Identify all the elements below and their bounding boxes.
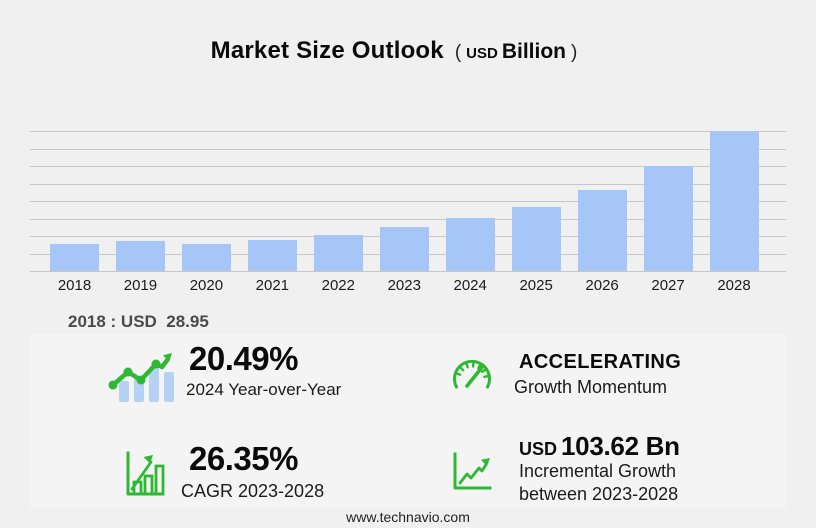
bar-2018 (50, 243, 99, 271)
x-tick-label-2022: 2022 (321, 277, 355, 294)
bar-2020 (181, 243, 231, 271)
x-tick-label-2026: 2026 (585, 277, 619, 294)
bar-2027 (643, 165, 693, 271)
x-tick-label-2024: 2024 (453, 277, 487, 294)
first-year-value-note: 2018 : USD 28.95 (68, 312, 209, 331)
stat-value-momentum: ACCELERATING (519, 351, 682, 373)
stat-value-cagr: 26.35% (189, 440, 298, 477)
title-close-paren: ) (571, 42, 578, 63)
gauge-icon (453, 359, 491, 389)
bar-2021 (247, 239, 297, 271)
bar-chart (30, 130, 786, 272)
stat-value-incremental-currency: USD (519, 439, 558, 459)
gridline (30, 218, 786, 220)
gridline (30, 131, 786, 132)
x-tick-label-2028: 2028 (717, 277, 751, 294)
gridline (30, 148, 786, 150)
axis-growth-icon (453, 452, 492, 490)
gridline (30, 166, 786, 167)
bar-chart-growth-icon (126, 451, 165, 496)
stat-value-yoy: 20.49% (189, 340, 298, 377)
website-url: www.technavio.com (346, 509, 470, 525)
title-unit: Billion (501, 40, 567, 63)
stat-label-cagr: CAGR 2023-2028 (181, 481, 325, 501)
gridline (30, 271, 786, 272)
stat-value-incremental-amount: 103.62 Bn (561, 431, 680, 461)
x-tick-label-2019: 2019 (123, 277, 158, 294)
chart-title: Market Size Outlook ( USD Billion ) (0, 37, 816, 65)
x-tick-label-2025: 2025 (519, 277, 553, 294)
title-main: Market Size Outlook (210, 37, 444, 64)
bar-2022 (313, 234, 363, 271)
x-tick-label-2027: 2027 (651, 277, 685, 294)
bar-2024 (445, 218, 495, 271)
bar-2019 (115, 240, 165, 271)
bar-2026 (577, 189, 627, 271)
trend-bars-icon (108, 353, 174, 402)
stat-label-yoy: 2024 Year-over-Year (186, 380, 342, 399)
x-axis-labels: 2018 2019 2020 2021 2022 2023 2024 2025 2026 2027… (30, 277, 786, 297)
gridline (30, 201, 786, 202)
bar-2025 (511, 206, 561, 271)
x-tick-label-2023: 2023 (387, 277, 421, 294)
stat-label-incremental-line1: Incremental Growth (519, 461, 677, 481)
title-open-paren: ( (454, 42, 462, 63)
bar-2023 (379, 227, 429, 271)
gridline (30, 183, 786, 185)
x-tick-label-2018: 2018 (57, 277, 92, 294)
title-currency: USD (466, 45, 498, 62)
x-tick-label-2021: 2021 (255, 277, 290, 294)
stat-label-momentum: Growth Momentum (514, 377, 668, 397)
stat-value-incremental: USD 103.62 Bn (519, 433, 680, 459)
stat-label-incremental-line2: between 2023-2028 (519, 484, 679, 504)
bar-2028 (709, 130, 759, 271)
x-tick-label-2020: 2020 (189, 277, 224, 294)
